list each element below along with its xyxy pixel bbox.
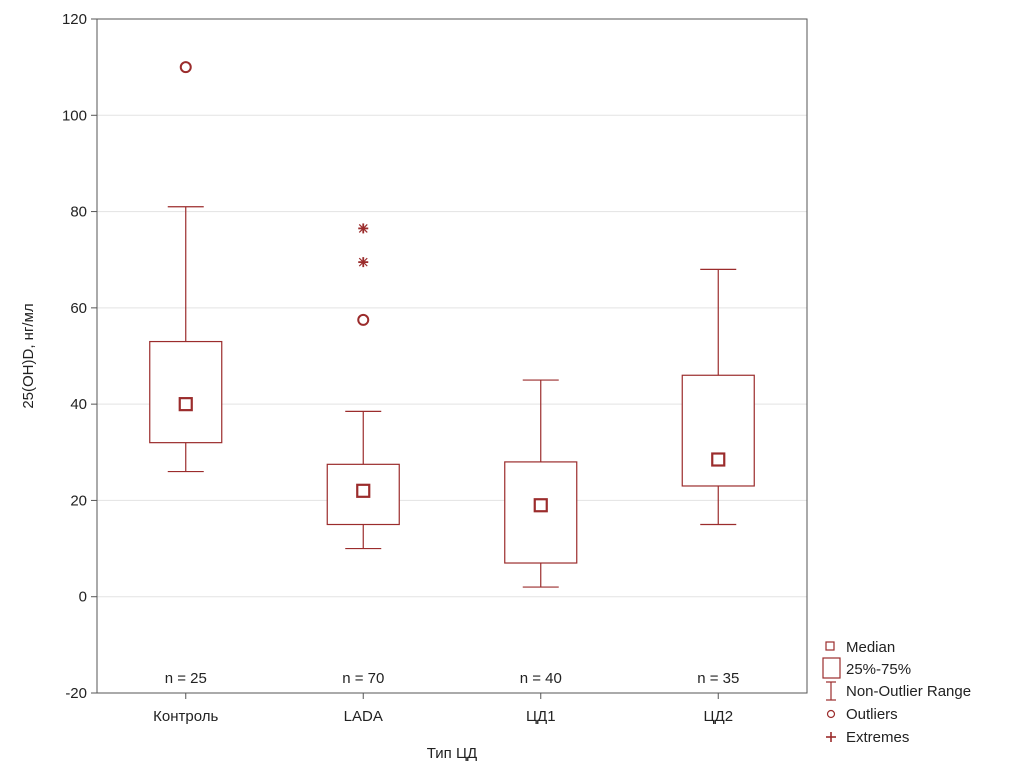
box-group: n = 25 <box>149 61 223 687</box>
legend-item-box: 25%-75% <box>822 657 911 679</box>
box-group: n = 40 <box>504 379 578 687</box>
extreme-point <box>358 223 369 234</box>
y-tick-label: 60 <box>70 300 87 317</box>
sample-size-label: n = 35 <box>697 670 739 687</box>
outlier-point <box>357 313 370 326</box>
median-marker <box>356 483 371 498</box>
legend-outliers-label: Outliers <box>846 706 898 723</box>
x-tick-label: Контроль <box>153 708 218 725</box>
legend-box-label: 25%-75% <box>846 661 911 678</box>
x-tick-label: LADA <box>344 708 383 725</box>
y-tick-label: 80 <box>70 204 87 221</box>
legend-median-swatch <box>825 641 835 651</box>
legend-median-label: Median <box>846 639 895 656</box>
legend-box-swatch <box>822 657 841 679</box>
legend-item-median: Median <box>825 639 895 656</box>
x-tick-label: ЦД2 <box>703 708 733 725</box>
iqr-box <box>326 463 400 526</box>
legend: Median 25%-75% Non-Outlier Range Outlier… <box>822 639 971 746</box>
legend-item-outliers: Outliers <box>826 706 898 723</box>
median-marker <box>178 397 193 412</box>
y-tick-label: 100 <box>62 107 87 124</box>
extreme-point <box>358 257 369 268</box>
legend-item-extremes: Extremes <box>826 729 909 746</box>
box-group: n = 70 <box>326 223 400 687</box>
y-tick-label: 40 <box>70 396 87 413</box>
legend-extremes-label: Extremes <box>846 729 909 746</box>
sample-size-label: n = 40 <box>520 670 562 687</box>
x-axis-label: Тип ЦД <box>427 745 477 762</box>
box-series: n = 25 n = 70 n = 40 n = 35 <box>149 61 755 687</box>
legend-range-label: Non-Outlier Range <box>846 683 971 700</box>
sample-size-label: n = 25 <box>165 670 207 687</box>
y-tick-label: 0 <box>79 589 87 606</box>
iqr-box <box>504 461 578 564</box>
x-tick-label: ЦД1 <box>526 708 556 725</box>
extreme-mark-d2 <box>358 257 368 267</box>
median-marker <box>533 498 548 513</box>
y-tick-label: 120 <box>62 11 87 28</box>
iqr-box <box>149 340 223 444</box>
legend-item-range: Non-Outlier Range <box>826 681 971 701</box>
box-group: n = 35 <box>681 268 755 687</box>
sample-size-label: n = 70 <box>342 670 384 687</box>
iqr-box <box>681 374 755 487</box>
y-axis-label: 25(OH)D, нг/мл <box>20 303 37 408</box>
plot-area-frame <box>96 18 808 694</box>
y-tick-label: -20 <box>65 685 87 702</box>
extreme-mark-d2 <box>358 223 368 233</box>
median-marker <box>711 452 726 467</box>
y-axis: -20 0 20 40 60 80 100 120 <box>62 11 97 702</box>
legend-outlier-marker <box>826 709 836 719</box>
outlier-point <box>179 61 192 74</box>
y-tick-label: 20 <box>70 492 87 509</box>
x-axis: Контроль LADA ЦД1 ЦД2 <box>153 693 733 725</box>
